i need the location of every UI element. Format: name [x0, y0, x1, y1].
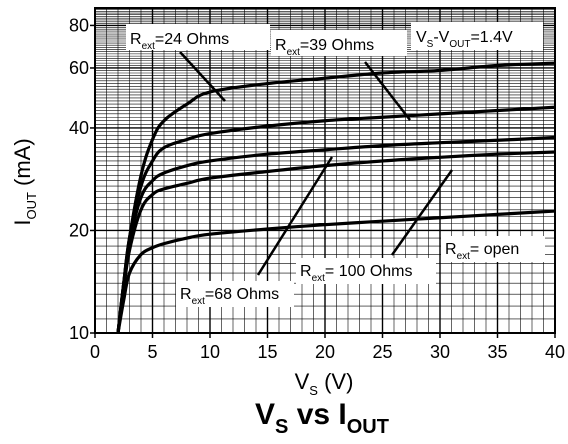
- anno-rext-24: Rext=24 Ohms: [130, 31, 229, 52]
- series-line-3: [116, 150, 556, 334]
- leader-line-3: [390, 169, 454, 256]
- leader-line-0: [179, 51, 226, 102]
- anno-rext-68: Rext=68 Ohms: [180, 286, 279, 307]
- y-tick-label: 10: [69, 323, 89, 343]
- series-line-4: [116, 209, 556, 334]
- anno-box-vs: [411, 22, 543, 50]
- anno-vs-vout: VS-VOUT=1.4V: [416, 29, 513, 50]
- anno-rext-39: Rext=39 Ohms: [275, 37, 374, 58]
- x-tick-label: 15: [257, 342, 277, 362]
- x-tick-label: 25: [372, 342, 392, 362]
- leader-line-2: [256, 156, 334, 276]
- series-lines: [116, 61, 556, 334]
- anno-rext-100: Rext= 100 Ohms: [300, 263, 413, 284]
- chart-title: VS vs IOUT: [255, 398, 389, 438]
- anno-rext-open: Rext= open: [445, 241, 519, 262]
- anno-box-open: [441, 236, 545, 262]
- anno-box-39: [271, 30, 407, 56]
- x-tick-label: 35: [487, 342, 507, 362]
- annotation-leaders: [179, 51, 454, 276]
- leader-line-1: [364, 61, 411, 121]
- x-tick-label: 0: [90, 342, 100, 362]
- tick-labels: 0 5 10 15 20 25 30 35 40 10 20 40 60 80: [69, 15, 565, 362]
- x-tick-label: 5: [147, 342, 157, 362]
- y-tick-label: 80: [69, 15, 89, 35]
- y-tick-label: 20: [69, 220, 89, 240]
- x-tick-label: 40: [545, 342, 565, 362]
- x-tick-label: 20: [315, 342, 335, 362]
- anno-box-24: [126, 24, 270, 50]
- y-tick-label: 40: [69, 118, 89, 138]
- anno-box-100: [296, 258, 436, 284]
- y-axis-label: IOUT (mA): [10, 138, 39, 225]
- x-axis-label: VS (V): [295, 369, 354, 398]
- y-tick-label: 60: [69, 58, 89, 78]
- x-tick-label: 10: [200, 342, 220, 362]
- series-line-2: [116, 135, 556, 334]
- anno-box-68: [176, 281, 294, 307]
- x-tick-label: 30: [430, 342, 450, 362]
